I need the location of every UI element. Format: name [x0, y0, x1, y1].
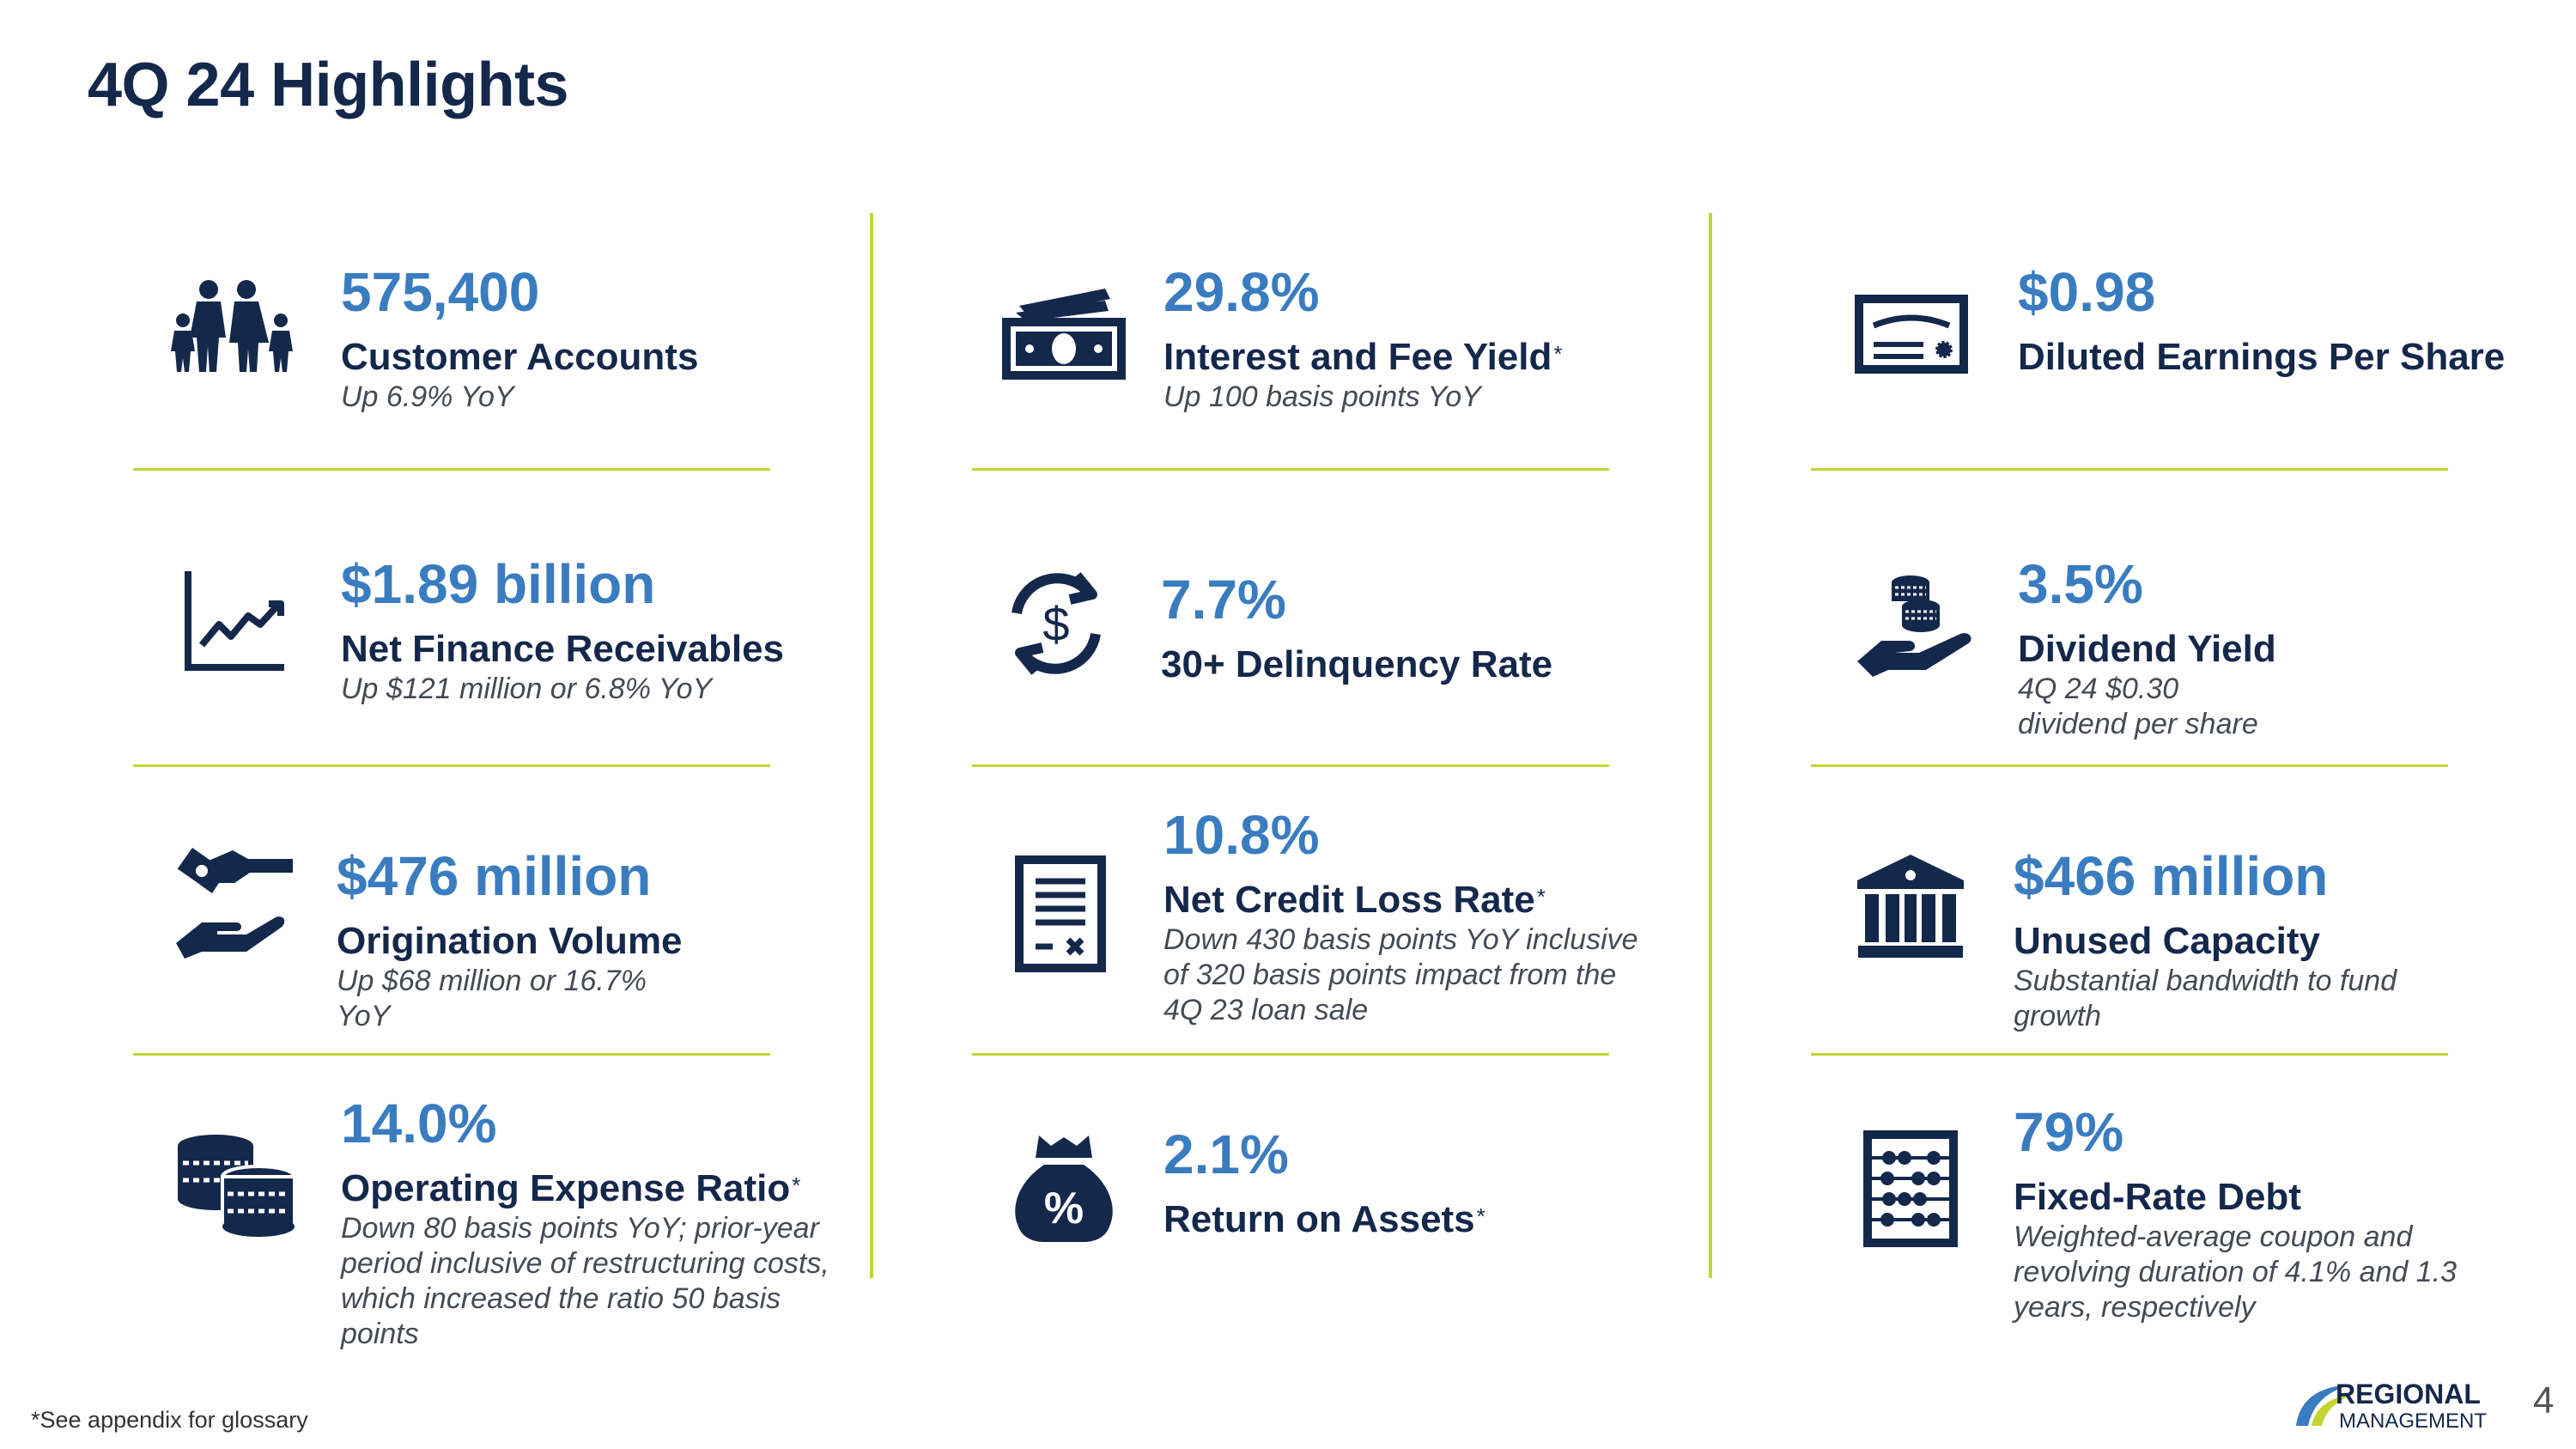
- logo-line1: REGIONAL: [2336, 1379, 2481, 1409]
- metric-label: Return on Assets: [1163, 1198, 1475, 1240]
- company-logo: REGIONAL MANAGEMENT: [2293, 1378, 2518, 1433]
- metric-value: 10.8%: [1163, 804, 1320, 866]
- metric-label: Net Credit Loss Rate: [1163, 879, 1535, 921]
- metric-note: Weighted-average coupon and revolving du…: [2014, 1221, 2458, 1324]
- metric-note: Substantial bandwidth to fund growth: [2014, 965, 2397, 1032]
- money-hand-icon: [167, 847, 301, 965]
- certificate-icon: [1855, 295, 1968, 374]
- asterisk: *: [1536, 884, 1546, 910]
- metric-value: 79%: [2014, 1101, 2124, 1163]
- row-divider: [972, 1053, 1609, 1056]
- metric-value: 2.1%: [1163, 1123, 1289, 1185]
- column-divider-1: [870, 213, 873, 1278]
- growth-chart-icon: [183, 571, 286, 673]
- banknotes-icon: [1000, 287, 1127, 381]
- logo-swoosh-icon: REGIONAL MANAGEMENT: [2296, 1379, 2487, 1433]
- metric-value: $476 million: [337, 845, 652, 907]
- row-divider: [1811, 764, 2448, 767]
- metric-note: Down 430 basis points YoY inclusive of 3…: [1163, 923, 1638, 1026]
- metric-label: Net Finance Receivables: [341, 628, 785, 670]
- row-divider: [1811, 468, 2448, 471]
- svg-text:%: %: [1044, 1184, 1084, 1233]
- percent-bag-icon: %: [1013, 1134, 1115, 1242]
- document-icon: [1015, 855, 1106, 972]
- metric-value: $1.89 billion: [341, 553, 656, 615]
- metric-note: Up $68 million or 16.7% YoY: [337, 965, 647, 1032]
- metric-value: 575,400: [341, 261, 540, 323]
- dollar-cycle-icon: $: [996, 563, 1116, 684]
- metric-label: Customer Accounts: [341, 336, 699, 378]
- metric-note: Up 100 basis points YoY: [1163, 381, 1481, 413]
- page-title: 4Q 24 Highlights: [88, 51, 569, 119]
- metric-label: Diluted Earnings Per Share: [2018, 336, 2506, 378]
- metric-note: Down 80 basis points YoY; prior-year per…: [341, 1212, 829, 1350]
- metric-note: Up $121 million or 6.8% YoY: [341, 673, 713, 705]
- footnote: *See appendix for glossary: [31, 1407, 308, 1433]
- column-divider-2: [1709, 213, 1712, 1278]
- coin-stacks-icon: [176, 1134, 296, 1239]
- asterisk: *: [1553, 341, 1563, 367]
- metric-value: 29.8%: [1163, 261, 1320, 323]
- row-divider: [972, 764, 1609, 767]
- logo-line2: MANAGEMENT: [2339, 1409, 2487, 1429]
- asterisk: *: [792, 1172, 801, 1198]
- metric-label: Interest and Fee Yield: [1163, 336, 1552, 378]
- metric-label: Operating Expense Ratio: [341, 1167, 791, 1209]
- page-number: 4: [2533, 1379, 2555, 1422]
- metric-value: 7.7%: [1161, 569, 1286, 630]
- row-divider: [1811, 1053, 2448, 1056]
- row-divider: [972, 468, 1609, 471]
- bank-icon: [1855, 855, 1966, 959]
- svg-text:$: $: [1042, 597, 1069, 651]
- row-divider: [133, 764, 770, 767]
- metric-note: 4Q 24 $0.30 dividend per share: [2018, 673, 2258, 740]
- metric-label: 30+ Delinquency Rate: [1161, 643, 1553, 685]
- row-divider: [133, 1053, 770, 1056]
- metric-label: Origination Volume: [337, 920, 683, 962]
- metric-value: 14.0%: [341, 1093, 497, 1154]
- asterisk: *: [1476, 1203, 1485, 1229]
- row-divider: [133, 468, 770, 471]
- metric-value: $0.98: [2018, 261, 2156, 323]
- family-icon: [167, 279, 296, 374]
- metric-label: Unused Capacity: [2014, 920, 2320, 962]
- metric-label: Fixed-Rate Debt: [2014, 1176, 2301, 1218]
- metric-label: Dividend Yield: [2018, 628, 2276, 670]
- metric-value: 3.5%: [2018, 553, 2143, 615]
- coins-in-hand-icon: [1857, 574, 1984, 677]
- abacus-icon: [1863, 1130, 1958, 1247]
- metric-note: Up 6.9% YoY: [341, 381, 514, 413]
- metric-value: $466 million: [2014, 845, 2329, 907]
